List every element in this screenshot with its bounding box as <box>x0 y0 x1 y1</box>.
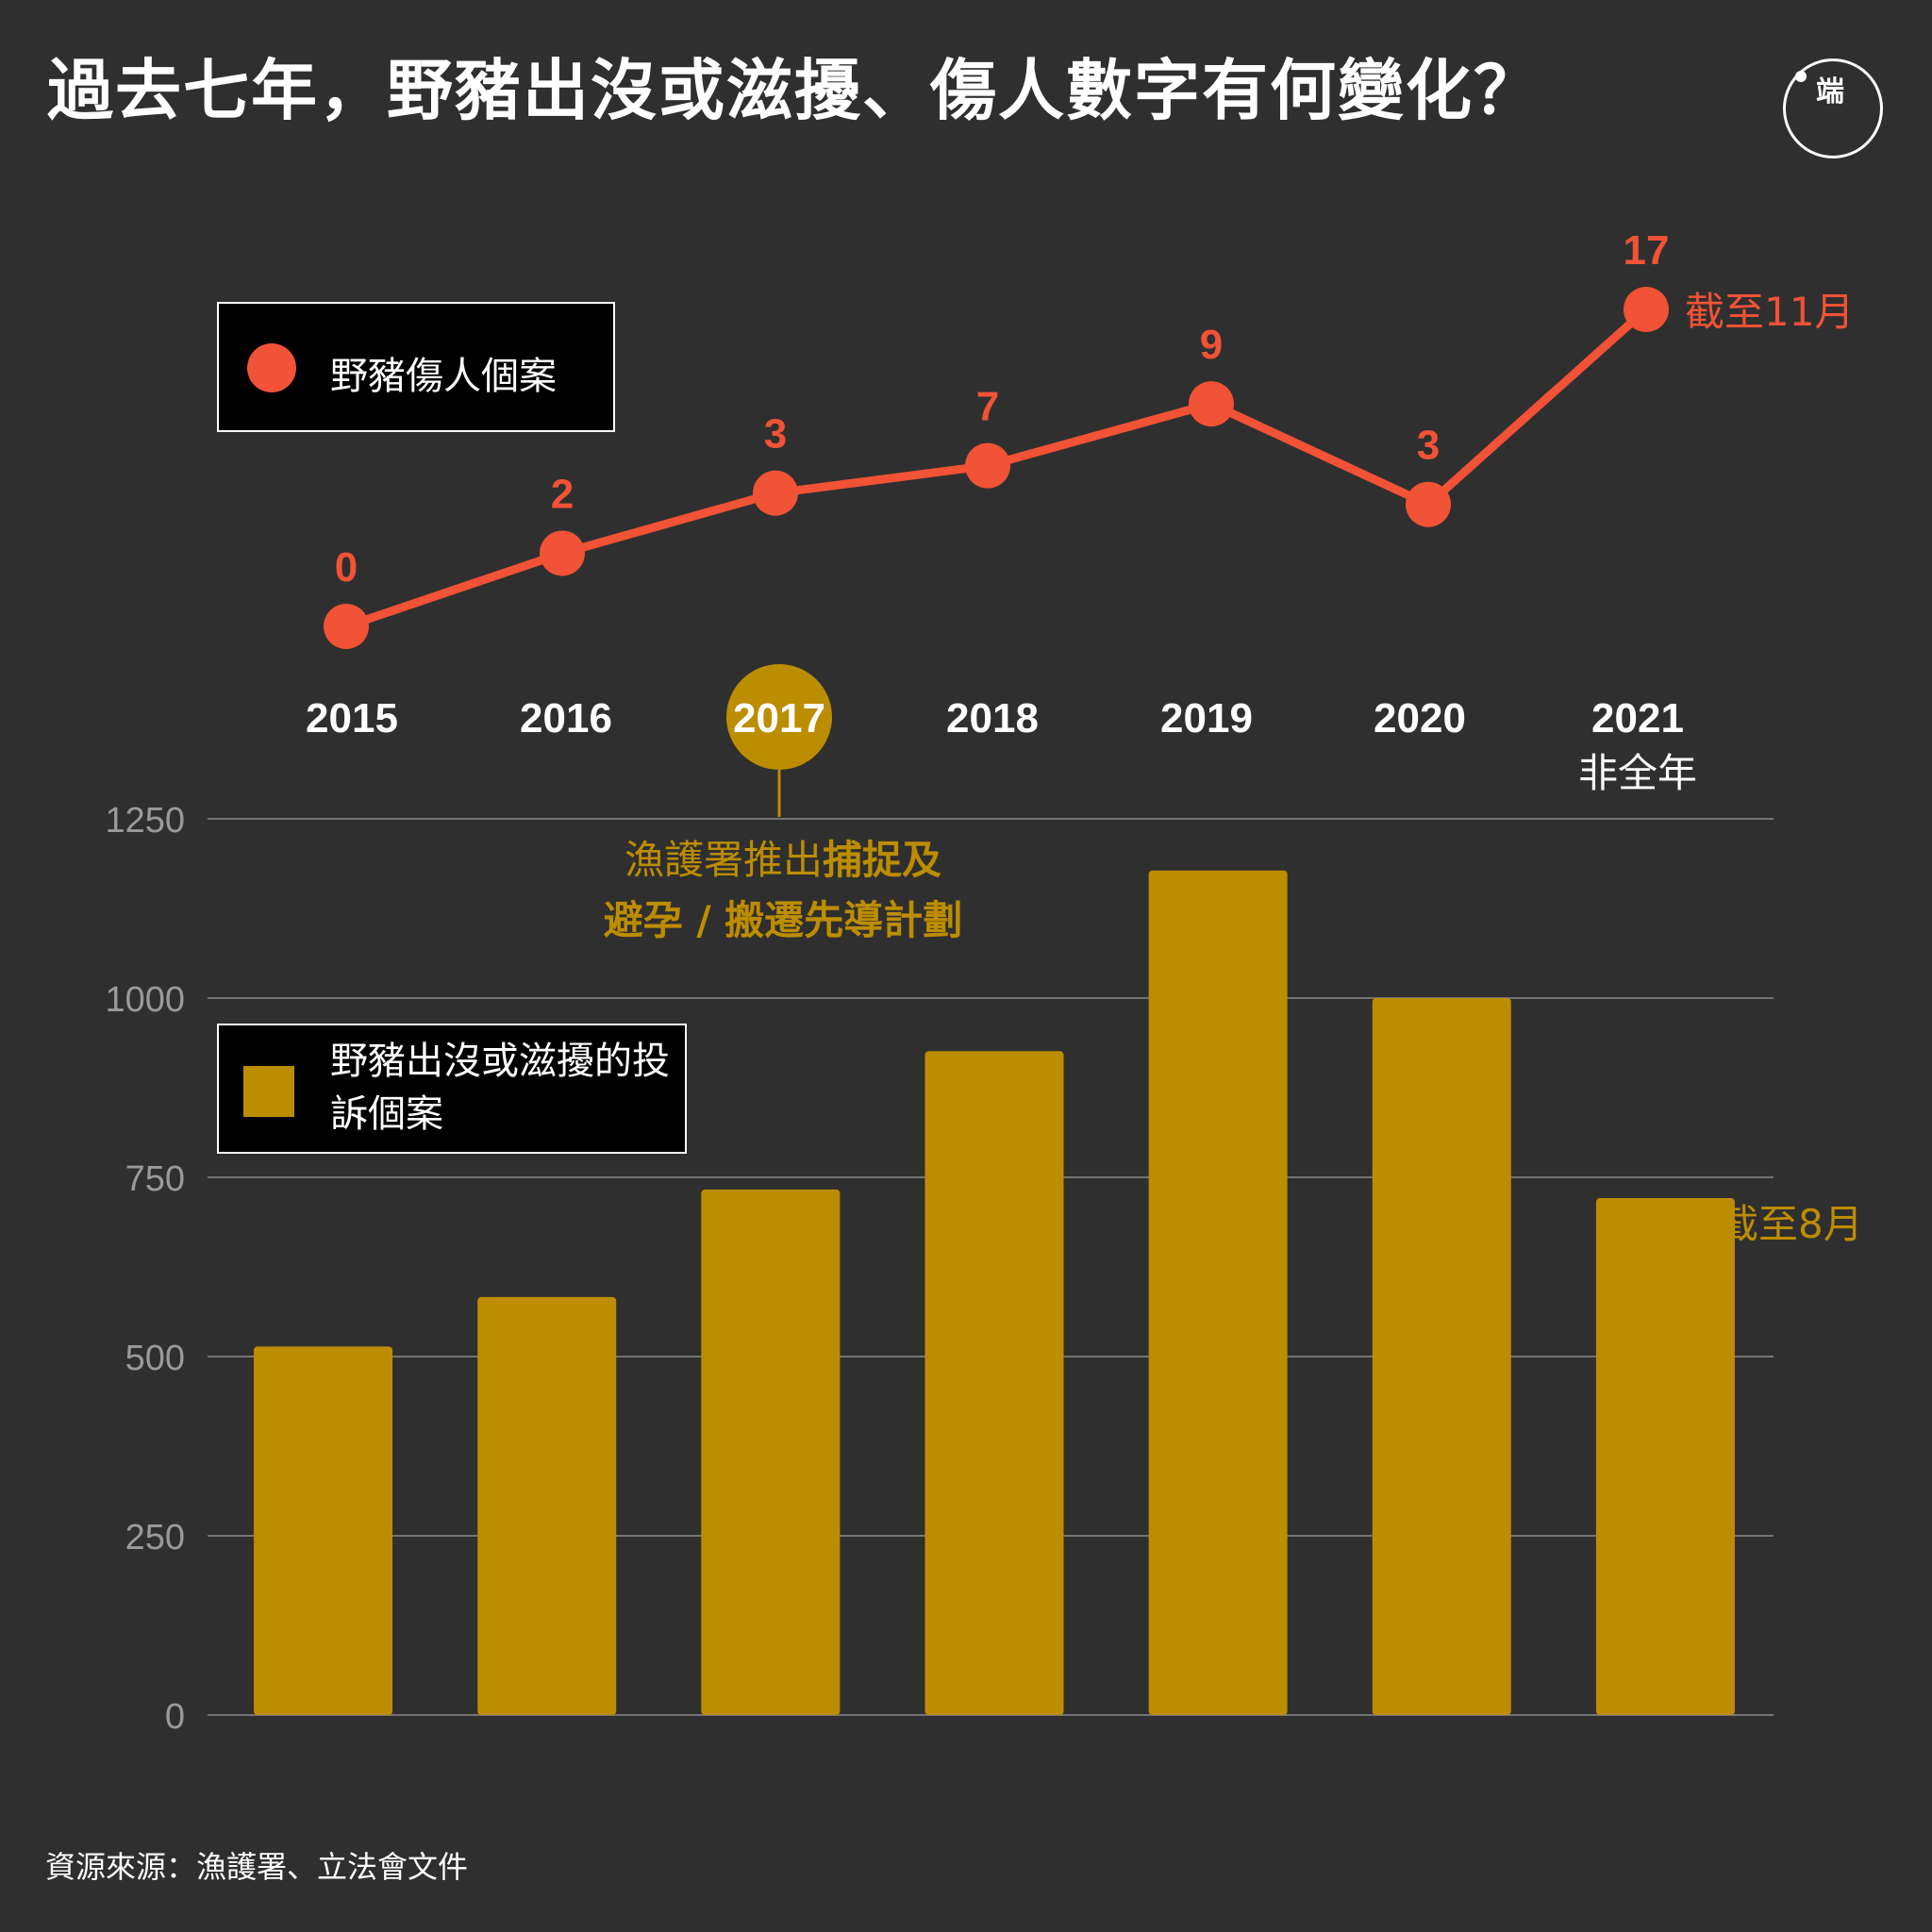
bar-2015 <box>254 1346 393 1715</box>
logo-dot <box>1795 71 1807 82</box>
policy-note-line1: 漁護署推出捕捉及 <box>547 830 1019 891</box>
bar-legend: 野豬出沒或滋擾的投訴個案 <box>217 1024 687 1154</box>
line-value-label-2020: 3 <box>1417 423 1440 469</box>
bar-legend-swatch <box>243 1066 294 1117</box>
chart-title: 過去七年，野豬出沒或滋擾、傷人數字有何變化？ <box>47 52 1541 129</box>
line-value-label-2021: 17 <box>1624 227 1670 274</box>
line-point-2017 <box>753 470 798 516</box>
year-sublabel-2021: 非全年 <box>1578 750 1697 796</box>
line-point-2018 <box>965 442 1010 489</box>
policy-note: 漁護署推出捕捉及 避孕 / 搬遷先導計劃 <box>547 830 1019 951</box>
bar-2020 <box>1372 998 1511 1715</box>
bar-2018 <box>924 1051 1064 1715</box>
bar-legend-label: 野豬出沒或滋擾的投訴個案 <box>330 1040 670 1136</box>
bar-2016 <box>477 1296 617 1715</box>
year-label-2018: 2018 <box>946 695 1039 741</box>
policy-note-regular: 漁護署推出 <box>624 837 823 883</box>
year-label-2019: 2019 <box>1160 695 1253 741</box>
y-tick-label-750: 750 <box>125 1159 185 1199</box>
year-label-2020: 2020 <box>1374 695 1466 741</box>
line-value-label-2018: 7 <box>976 384 999 430</box>
y-tick-label-1000: 1000 <box>105 980 185 1020</box>
line-cutoff-annotation: 截至11月 <box>1685 289 1854 335</box>
y-tick-label-500: 500 <box>125 1339 185 1378</box>
highlight-year-circle <box>726 664 832 770</box>
bar-2019 <box>1148 870 1288 1715</box>
bar-cutoff-annotation: 截至8月 <box>1719 1201 1863 1247</box>
year-label-2021: 2021 <box>1591 695 1684 741</box>
line-point-2016 <box>540 530 585 576</box>
bar-2017 <box>701 1189 841 1715</box>
policy-note-line2: 避孕 / 搬遷先導計劃 <box>603 897 963 943</box>
line-legend-label: 野豬傷人個案 <box>330 355 557 398</box>
year-label-2015: 2015 <box>306 695 398 741</box>
line-legend-swatch <box>247 343 296 392</box>
line-point-2019 <box>1189 381 1234 427</box>
y-tick-label-1250: 1250 <box>105 801 185 841</box>
line-point-2021 <box>1624 287 1669 332</box>
line-point-2020 <box>1406 481 1451 527</box>
line-value-label-2019: 9 <box>1200 322 1223 368</box>
policy-note-bold1: 捕捉及 <box>823 837 942 883</box>
y-tick-label-250: 250 <box>125 1518 185 1557</box>
line-value-label-2015: 0 <box>335 544 358 591</box>
logo-text: 端 <box>1816 75 1844 108</box>
line-legend: 野豬傷人個案 <box>217 302 615 432</box>
bar-2021 <box>1595 1198 1735 1715</box>
y-tick-label-0: 0 <box>165 1697 185 1737</box>
line-value-label-2016: 2 <box>551 471 574 517</box>
year-label-2017: 2017 <box>733 695 825 741</box>
source-note: 資源來源：漁護署、立法會文件 <box>45 1849 469 1885</box>
line-value-label-2017: 3 <box>764 411 787 458</box>
line-point-2015 <box>324 604 369 649</box>
logo: 端 <box>1783 58 1883 158</box>
year-label-2016: 2016 <box>520 695 612 741</box>
